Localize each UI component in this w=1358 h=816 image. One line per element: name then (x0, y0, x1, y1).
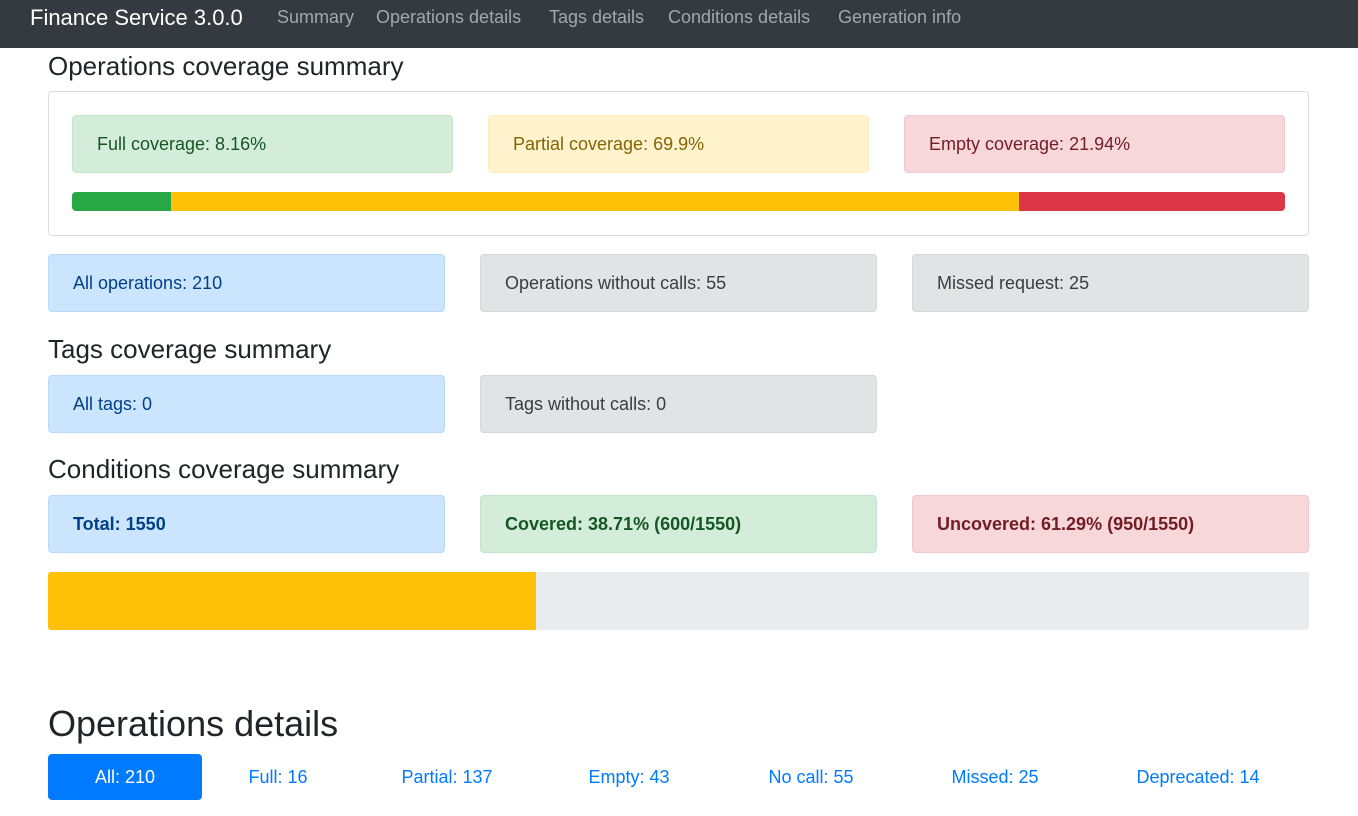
full-coverage-alert: Full coverage: 8.16% (72, 115, 453, 173)
partial-coverage-alert: Partial coverage: 69.9% (488, 115, 869, 173)
tags-without-calls-alert: Tags without calls: 0 (480, 375, 877, 433)
tags-summary-heading: Tags coverage summary (48, 334, 332, 364)
filter-pill-full[interactable]: Full: 16 (248, 766, 308, 787)
filter-pill-all[interactable]: All: 210 (48, 754, 202, 800)
operations-without-calls-alert: Operations without calls: 55 (480, 254, 877, 312)
navbar: Finance Service 3.0.0 Summary Operations… (0, 0, 1358, 48)
conditions-total-alert: Total: 1550 (48, 495, 445, 553)
empty-coverage-alert: Empty coverage: 21.94% (904, 115, 1285, 173)
conditions-covered-alert: Covered: 38.71% (600/1550) (480, 495, 877, 553)
conditions-coverage-progress (48, 572, 1309, 630)
filter-pill-empty[interactable]: Empty: 43 (588, 766, 670, 787)
filter-pill-partial[interactable]: Partial: 137 (401, 766, 493, 787)
conditions-uncovered-alert: Uncovered: 61.29% (950/1550) (912, 495, 1309, 553)
operations-coverage-progress (72, 192, 1285, 211)
nav-link-conditions-details[interactable]: Conditions details (668, 7, 811, 27)
progress-covered-segment (48, 572, 537, 630)
navbar-brand[interactable]: Finance Service 3.0.0 (30, 5, 243, 30)
missed-request-alert: Missed request: 25 (912, 254, 1309, 312)
operations-details-heading: Operations details (48, 703, 339, 744)
nav-link-generation-info[interactable]: Generation info (838, 7, 962, 27)
filter-pill-deprecated[interactable]: Deprecated: 14 (1136, 766, 1260, 787)
filter-pill-missed[interactable]: Missed: 25 (951, 766, 1039, 787)
progress-full-segment (72, 192, 171, 211)
all-tags-alert: All tags: 0 (48, 375, 445, 433)
nav-link-summary[interactable]: Summary (277, 7, 355, 27)
nav-link-operations-details[interactable]: Operations details (376, 7, 522, 27)
nav-link-tags-details[interactable]: Tags details (549, 7, 645, 27)
all-operations-alert: All operations: 210 (48, 254, 445, 312)
progress-partial-segment (170, 192, 1019, 211)
operations-summary-heading: Operations coverage summary (48, 51, 404, 81)
progress-empty-segment (1018, 192, 1285, 211)
conditions-summary-heading: Conditions coverage summary (48, 454, 400, 484)
filter-pill-no-call[interactable]: No call: 55 (768, 766, 854, 787)
